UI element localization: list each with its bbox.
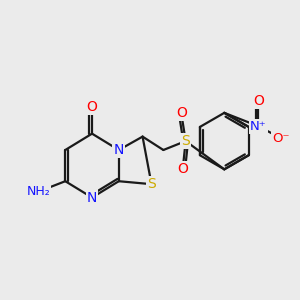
Text: S: S bbox=[147, 177, 156, 191]
Text: N⁺: N⁺ bbox=[250, 120, 267, 133]
Text: N: N bbox=[114, 143, 124, 157]
Text: NH₂: NH₂ bbox=[27, 185, 50, 198]
Text: S: S bbox=[181, 134, 190, 148]
Text: O: O bbox=[177, 162, 188, 176]
Text: O: O bbox=[253, 94, 264, 108]
Text: O: O bbox=[176, 106, 187, 120]
Text: N: N bbox=[87, 190, 97, 205]
Text: O⁻: O⁻ bbox=[272, 132, 290, 145]
Text: O: O bbox=[87, 100, 98, 114]
